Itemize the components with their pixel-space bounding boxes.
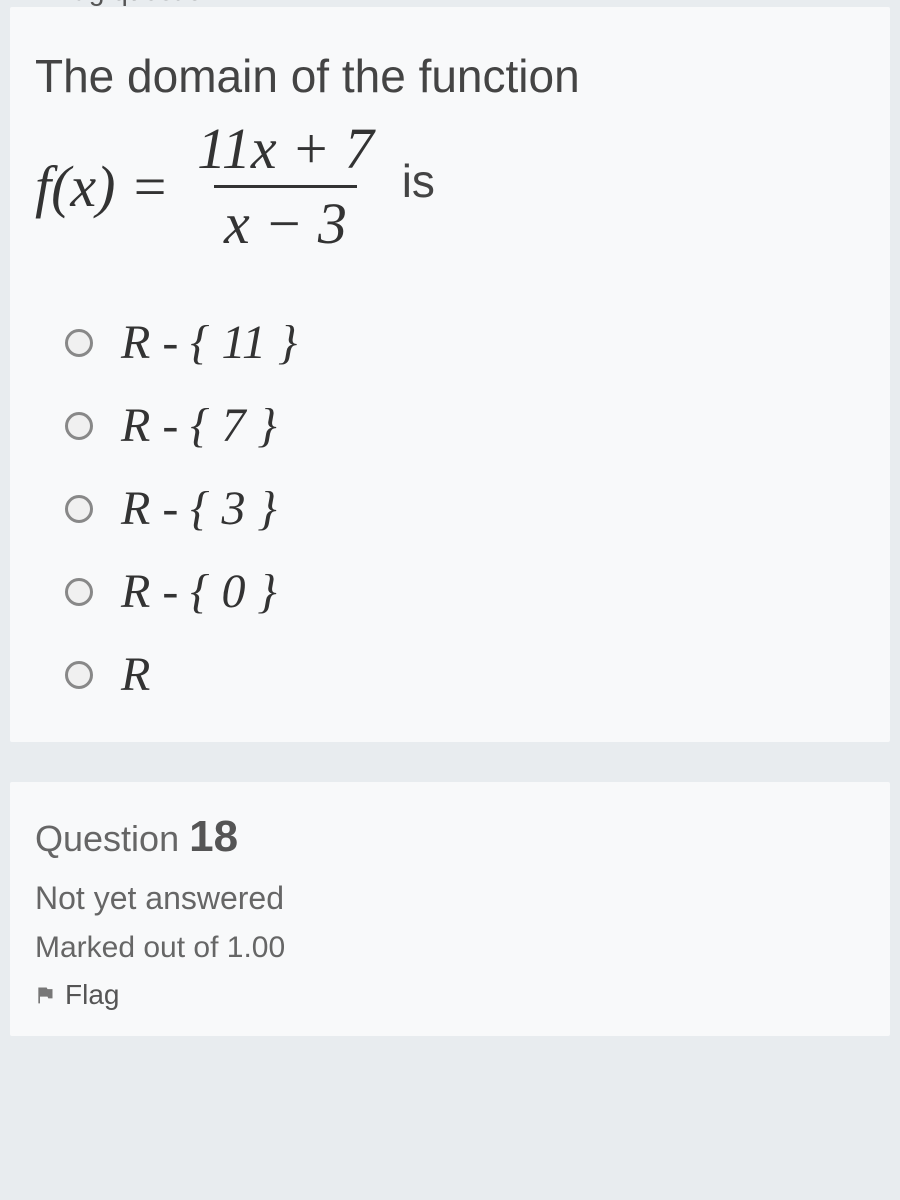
radio-icon [65, 412, 93, 440]
option-1[interactable]: R - { 11 } [65, 315, 865, 370]
flag-icon [35, 985, 55, 1005]
denominator: x − 3 [214, 185, 357, 256]
function-expression: f(x) = 11x + 7 x − 3 is [35, 117, 865, 256]
question-prompt: The domain of the function [35, 47, 865, 107]
options-list: R - { 11 } R - { 7 } R - { 3 } R - { 0 }… [35, 315, 865, 702]
fraction: 11x + 7 x − 3 [187, 117, 384, 256]
flag-question-text: Flag question [50, 0, 218, 7]
question-panel: The domain of the function f(x) = 11x + … [10, 7, 890, 742]
function-label: f(x) = [35, 153, 169, 220]
question-title: Question 18 [35, 812, 865, 862]
question-label: Question [35, 818, 179, 859]
flag-question-header[interactable]: Flag question [0, 0, 900, 7]
flag-text: Flag [65, 979, 119, 1011]
radio-icon [65, 661, 93, 689]
option-label: R - { 7 } [121, 398, 277, 453]
option-5[interactable]: R [65, 647, 865, 702]
is-text: is [402, 154, 435, 218]
radio-icon [65, 329, 93, 357]
question-info-panel: Question 18 Not yet answered Marked out … [10, 782, 890, 1036]
radio-icon [65, 495, 93, 523]
option-label: R - { 0 } [121, 564, 277, 619]
option-2[interactable]: R - { 7 } [65, 398, 865, 453]
radio-icon [65, 578, 93, 606]
option-label: R - { 11 } [121, 315, 297, 370]
numerator: 11x + 7 [187, 117, 384, 185]
question-number: 18 [189, 812, 238, 861]
question-marks: Marked out of 1.00 [35, 931, 865, 965]
flag-icon [20, 0, 40, 1]
option-4[interactable]: R - { 0 } [65, 564, 865, 619]
flag-row[interactable]: Flag [35, 979, 865, 1011]
option-3[interactable]: R - { 3 } [65, 481, 865, 536]
question-status: Not yet answered [35, 880, 865, 917]
option-label: R - { 3 } [121, 481, 277, 536]
option-label: R [121, 647, 150, 702]
